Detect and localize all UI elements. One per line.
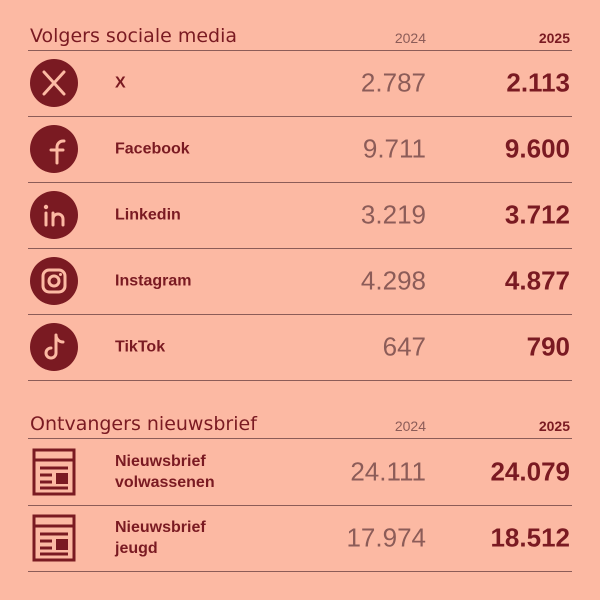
row-icon: [28, 189, 80, 241]
row-label: Nieuwsbrief jeugd: [115, 519, 206, 557]
row-label: TikTok: [115, 338, 166, 356]
row-rule: [28, 380, 572, 381]
value-2025: 2.113: [506, 67, 570, 98]
header-rule: [28, 50, 572, 51]
value-2025: 24.079: [490, 456, 570, 487]
value-2025: 9.600: [504, 133, 570, 164]
row-rule: [28, 182, 572, 183]
section-title: Ontvangers nieuwsbrief: [30, 413, 257, 435]
row-label: Linkedin: [115, 206, 181, 224]
column-header: 2025: [538, 418, 570, 434]
column-header: 2025: [538, 30, 570, 46]
row-rule: [28, 314, 572, 315]
value-2025: 790: [526, 331, 570, 362]
value-2024: 3.219: [360, 199, 426, 230]
section-title: Volgers sociale media: [30, 25, 238, 47]
value-2024: 17.974: [346, 522, 426, 553]
row-icon: [28, 512, 80, 564]
value-2024: 9.711: [362, 133, 426, 164]
value-2024: 647: [382, 331, 426, 362]
row-rule: [28, 116, 572, 117]
header-rule: [28, 438, 572, 439]
row-rule: [28, 248, 572, 249]
value-2024: 2.787: [360, 67, 426, 98]
column-header: 2024: [394, 30, 426, 46]
row-rule: [28, 571, 572, 572]
row-icon: [28, 255, 80, 307]
value-2025: 18.512: [490, 522, 570, 553]
row-icon: [28, 321, 80, 373]
row-icon: [28, 123, 80, 175]
row-icon: [28, 446, 80, 498]
row-icon: [28, 57, 80, 109]
column-header: 2024: [394, 418, 426, 434]
value-2025: 4.877: [504, 265, 570, 296]
value-2024: 4.298: [360, 265, 426, 296]
value-2024: 24.111: [350, 456, 426, 487]
row-rule: [28, 505, 572, 506]
row-label: Facebook: [115, 140, 190, 158]
row-label: Instagram: [115, 272, 192, 290]
row-label: Nieuwsbrief volwassenen: [115, 453, 215, 491]
row-label: X: [115, 74, 126, 92]
value-2025: 3.712: [504, 199, 570, 230]
